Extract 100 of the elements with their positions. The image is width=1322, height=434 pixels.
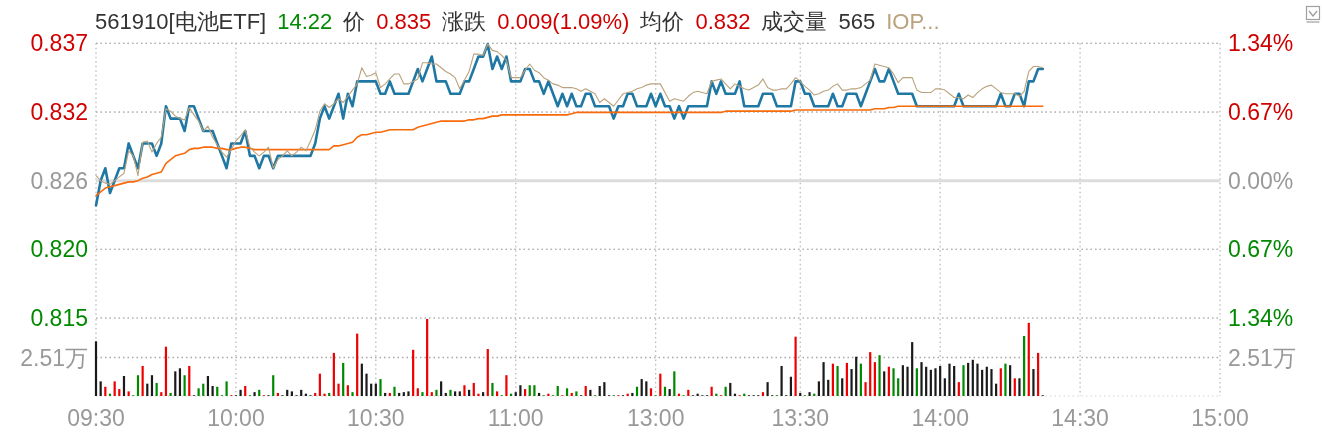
bar xyxy=(519,385,522,396)
bar xyxy=(113,381,116,396)
bar xyxy=(94,341,98,396)
x-tick-label: 14:00 xyxy=(911,405,969,431)
bar xyxy=(197,388,200,396)
bar xyxy=(645,381,648,396)
bar xyxy=(603,382,606,396)
bar xyxy=(649,388,653,396)
bar xyxy=(663,386,667,396)
x-tick-label: 13:00 xyxy=(626,405,685,431)
bar xyxy=(402,392,405,396)
bar xyxy=(141,365,144,396)
bar xyxy=(906,366,909,396)
bar xyxy=(1023,335,1026,396)
y-tick-label: 0.826 xyxy=(30,167,88,194)
bar xyxy=(337,383,340,396)
bar xyxy=(244,385,247,396)
bar xyxy=(920,362,923,396)
bar xyxy=(598,385,601,396)
bar xyxy=(1004,363,1007,396)
bar xyxy=(416,388,419,396)
bar xyxy=(873,362,876,396)
bar xyxy=(887,366,890,396)
bar xyxy=(379,379,382,396)
bar xyxy=(864,382,867,396)
bar xyxy=(673,371,676,396)
bar xyxy=(463,385,466,396)
bar xyxy=(342,362,345,396)
bar xyxy=(272,375,275,396)
bar xyxy=(640,379,643,396)
bar xyxy=(533,385,536,396)
bar xyxy=(393,386,396,396)
bar xyxy=(454,391,457,396)
bar xyxy=(430,392,433,396)
bar xyxy=(482,392,485,396)
bar xyxy=(449,389,452,396)
bar xyxy=(426,319,429,396)
bar xyxy=(514,392,517,396)
bar xyxy=(160,392,163,396)
annotation: 0.832 xyxy=(695,9,751,34)
bar xyxy=(99,381,102,396)
bar xyxy=(911,342,914,396)
x-tick-label: 10:30 xyxy=(347,405,405,431)
bar xyxy=(934,368,937,396)
annotation: 价 xyxy=(343,9,366,34)
bar xyxy=(869,352,872,396)
bar xyxy=(412,349,415,396)
bar xyxy=(981,369,984,396)
bar xyxy=(659,373,662,396)
bar xyxy=(178,368,182,396)
bar xyxy=(901,365,904,396)
bar xyxy=(859,363,862,396)
x-tick-label: 11:00 xyxy=(487,405,544,431)
y2-tick-label: 0.00% xyxy=(1228,167,1294,194)
x-tick-label: 14:30 xyxy=(1051,405,1109,431)
bar xyxy=(565,388,569,396)
bar xyxy=(523,389,527,396)
bar xyxy=(188,365,191,396)
bar xyxy=(967,362,970,396)
bar xyxy=(878,355,881,396)
title: 561910[电池ETF] xyxy=(95,9,267,34)
y-tick-label: 0.832 xyxy=(30,99,88,126)
bar xyxy=(831,363,834,396)
bar xyxy=(1037,352,1040,396)
bar xyxy=(477,393,480,396)
y-tick-label: 0.815 xyxy=(30,305,88,331)
bar xyxy=(836,365,839,396)
bar xyxy=(127,391,130,396)
bar xyxy=(318,373,321,396)
bar xyxy=(999,368,1002,396)
y-tick-label: 0.837 xyxy=(30,30,88,57)
bar xyxy=(365,373,368,396)
bar xyxy=(845,362,848,396)
bar xyxy=(929,369,932,396)
bar xyxy=(897,378,900,396)
bar xyxy=(635,386,639,396)
bar xyxy=(150,375,154,396)
bar xyxy=(953,365,956,396)
bar xyxy=(174,371,177,396)
ref-line-label: 2.51万 xyxy=(20,344,88,371)
bar xyxy=(356,333,359,396)
bar xyxy=(948,363,951,396)
bar xyxy=(486,349,489,396)
bar xyxy=(1013,378,1016,396)
bar xyxy=(850,369,853,396)
bar xyxy=(1018,378,1021,396)
bar xyxy=(962,365,965,396)
bar xyxy=(183,375,186,396)
bar xyxy=(122,375,126,396)
bar xyxy=(1032,369,1035,396)
bar xyxy=(808,392,811,396)
bar xyxy=(584,385,587,396)
bar xyxy=(1009,365,1012,396)
bar xyxy=(472,382,475,396)
x-tick-label: 15:00 xyxy=(1191,405,1249,431)
bar xyxy=(491,382,494,396)
bar xyxy=(761,392,765,396)
bar xyxy=(556,385,559,396)
bar xyxy=(668,389,671,396)
bar xyxy=(458,391,461,396)
